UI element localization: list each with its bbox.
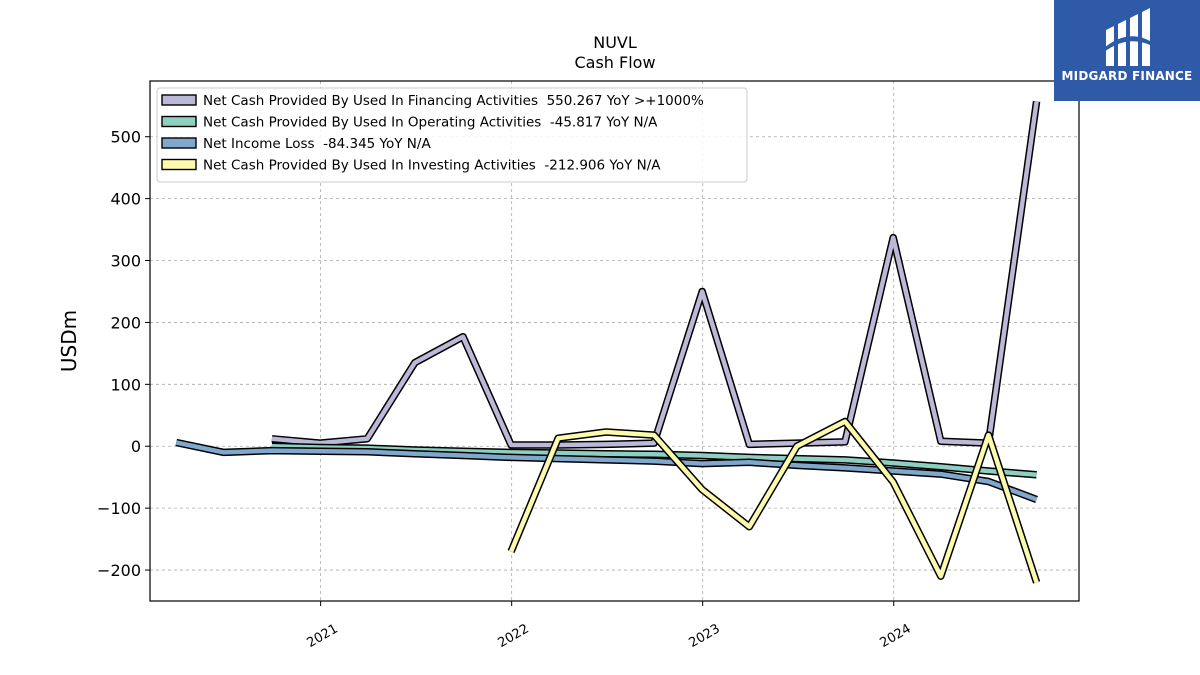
legend-swatch-2 (161, 137, 197, 149)
x-tick-label: 2021 (304, 621, 340, 651)
legend-entry-1: Net Cash Provided By Used In Operating A… (203, 115, 658, 131)
y-tick-label: −200 (97, 561, 141, 580)
chart-subtitle: Cash Flow (574, 53, 655, 72)
axis-ticks: −200 −100 0 100 200 300 400 500 2021 2022 2023 2024 (97, 128, 914, 651)
series-lines (175, 100, 1041, 584)
legend-swatch-1 (161, 115, 197, 128)
y-tick-label: 400 (110, 190, 141, 209)
y-tick-label: 500 (110, 128, 141, 147)
legend-entry-3: Net Cash Provided By Used In Investing A… (203, 158, 661, 174)
x-tick-label: 2024 (878, 621, 914, 651)
x-tick-label: 2022 (495, 621, 531, 651)
y-tick-label: 200 (110, 313, 141, 332)
y-tick-label: −100 (97, 499, 141, 518)
chart-title: NUVL (593, 33, 637, 52)
series-line-2 (175, 440, 1038, 502)
legend-swatch-0 (161, 94, 197, 106)
x-tick-label: 2023 (687, 621, 723, 651)
series-line-3 (509, 419, 1039, 584)
legend-swatch-3 (161, 158, 197, 171)
legend-entry-0: Net Cash Provided By Used In Financing A… (203, 93, 704, 109)
y-axis-label: USDm (57, 310, 81, 372)
legend-box (156, 87, 748, 183)
brand-name: MIDGARD FINANCE (1061, 69, 1193, 83)
plot-frame (149, 80, 1080, 602)
series-line-0 (271, 101, 1039, 448)
legend: Net Cash Provided By Used In Financing A… (156, 87, 748, 183)
midgard-logo-icon (1104, 8, 1152, 66)
legend-entry-2: Net Income Loss -84.345 YoY N/A (203, 136, 431, 152)
y-tick-label: 300 (110, 252, 141, 271)
brand-logo: MIDGARD FINANCE (1054, 0, 1200, 101)
y-tick-label: 100 (110, 375, 141, 394)
y-tick-label: 0 (131, 437, 141, 456)
